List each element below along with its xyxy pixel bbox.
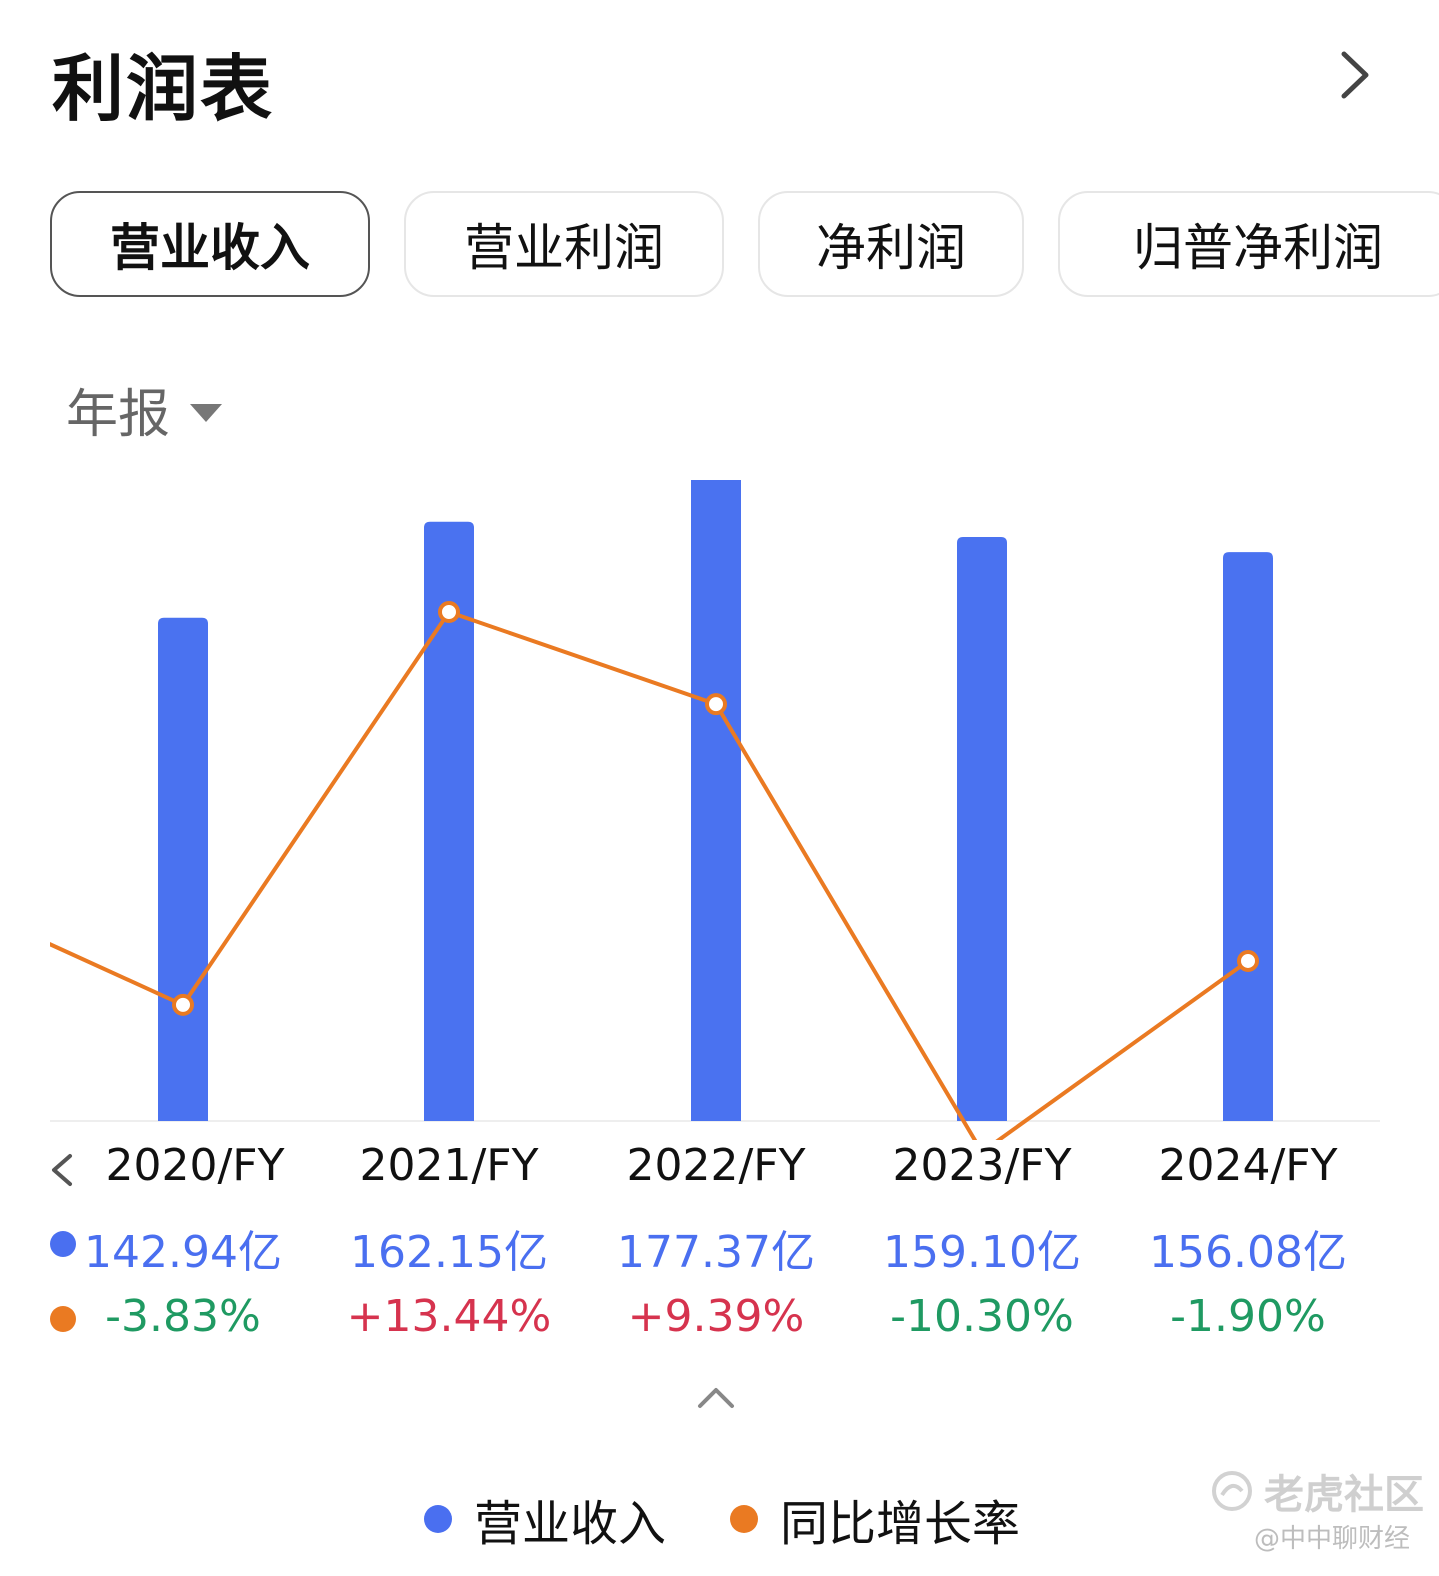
watermark-text: 老虎社区 xyxy=(1264,1472,1424,1518)
year-label: 2021/FY xyxy=(359,1140,539,1191)
legend-dot-icon xyxy=(424,1505,452,1533)
chevron-left-icon[interactable] xyxy=(48,1150,76,1190)
revenue-value: 177.37亿 xyxy=(617,1227,815,1278)
tab-revenue[interactable]: 营业收入 xyxy=(50,191,370,297)
growth-rate-point[interactable] xyxy=(705,693,727,716)
growth-value: -3.83% xyxy=(105,1291,261,1342)
revenue-bar[interactable] xyxy=(424,521,474,1121)
page-title: 利润表 xyxy=(52,47,275,131)
revenue-value: 156.08亿 xyxy=(1149,1227,1347,1278)
growth-value: -1.90% xyxy=(1170,1291,1326,1342)
tab-bar: 营业收入 营业利润 净利润 归普净利润 xyxy=(50,191,1439,303)
tab-attributable-net-profit[interactable]: 归普净利润 xyxy=(1058,191,1439,297)
growth-rate-point[interactable] xyxy=(1237,949,1259,972)
growth-rate-point[interactable] xyxy=(172,993,194,1016)
revenue-bar[interactable] xyxy=(691,480,741,1121)
caret-down-icon xyxy=(190,403,223,422)
growth-marker-icon xyxy=(50,1306,76,1332)
watermark-author: @中中聊财经 xyxy=(1254,1524,1411,1554)
legend-item-revenue: 营业收入 xyxy=(424,1484,666,1554)
period-label: 年报 xyxy=(66,385,171,445)
period-selector[interactable]: 年报 xyxy=(66,372,223,447)
watermark-brand: 老虎社区 xyxy=(1210,1462,1424,1520)
revenue-value: 142.94亿 xyxy=(84,1227,282,1278)
chart-legend: 营业收入 同比增长率 xyxy=(0,1478,1439,1552)
legend-dot-icon xyxy=(730,1505,758,1533)
growth-rate-line xyxy=(50,609,1250,1140)
legend-label: 营业收入 xyxy=(474,1496,667,1552)
tab-net-profit[interactable]: 净利润 xyxy=(758,191,1024,297)
legend-label: 同比增长率 xyxy=(780,1496,1021,1552)
revenue-chart xyxy=(50,480,1380,1140)
revenue-bar[interactable] xyxy=(1223,552,1273,1121)
revenue-marker-icon xyxy=(50,1231,76,1257)
growth-value: -10.30% xyxy=(890,1291,1074,1342)
growth-rate-point[interactable] xyxy=(438,600,460,623)
tab-operating-profit[interactable]: 营业利润 xyxy=(404,191,724,297)
year-label: 2020/FY xyxy=(105,1140,285,1191)
chevron-up-icon[interactable] xyxy=(696,1384,736,1412)
year-label: 2024/FY xyxy=(1158,1140,1338,1191)
growth-value: +13.44% xyxy=(346,1291,552,1342)
tiger-logo-icon xyxy=(1212,1471,1252,1511)
revenue-value: 159.10亿 xyxy=(883,1227,1081,1278)
year-label: 2023/FY xyxy=(892,1140,1072,1191)
revenue-value: 162.15亿 xyxy=(350,1227,548,1278)
legend-item-growth: 同比增长率 xyxy=(730,1484,1020,1554)
revenue-bar[interactable] xyxy=(957,537,1007,1121)
growth-value: +9.39% xyxy=(627,1291,805,1342)
year-label: 2022/FY xyxy=(626,1140,806,1191)
chevron-right-icon[interactable] xyxy=(1330,48,1380,102)
revenue-bar[interactable] xyxy=(158,617,208,1121)
